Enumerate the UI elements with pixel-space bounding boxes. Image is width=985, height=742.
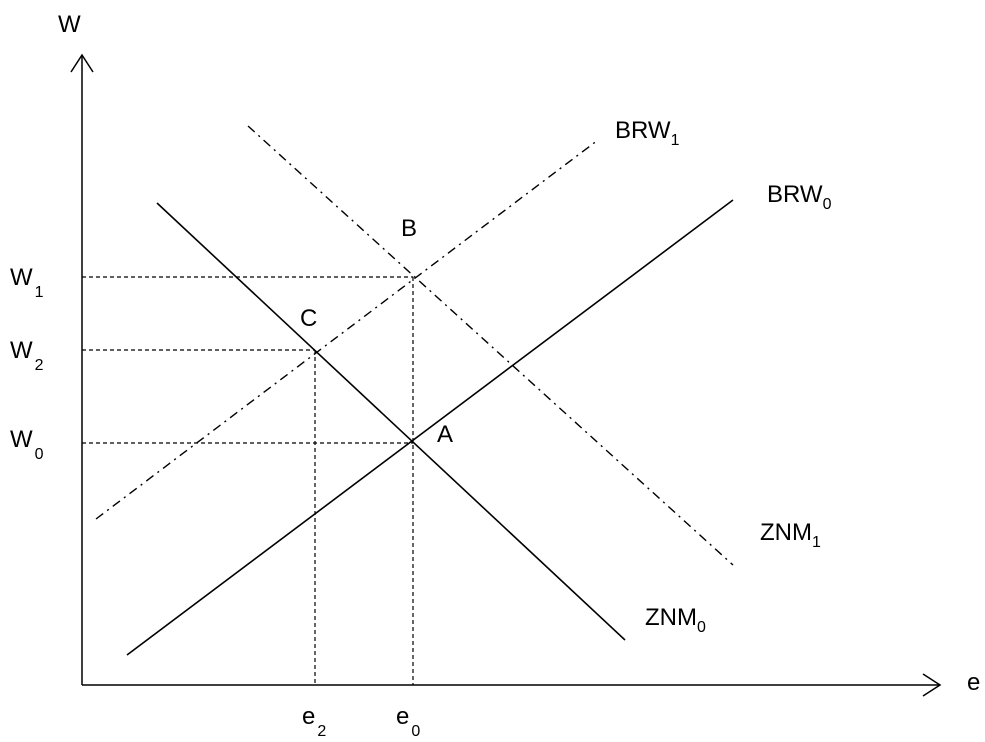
w0-tick-label: W0 bbox=[10, 426, 44, 463]
znm1-curve bbox=[247, 125, 734, 566]
y-axis-arrowhead bbox=[70, 53, 94, 73]
w1-tick-label: W1 bbox=[10, 264, 44, 301]
point-c-label: C bbox=[300, 305, 317, 332]
x-axis-arrowhead bbox=[922, 673, 942, 697]
w2-tick-label: W2 bbox=[10, 337, 44, 374]
point-a-label: A bbox=[437, 421, 453, 448]
e0-tick-label: e0 bbox=[396, 703, 420, 740]
brw0-curve bbox=[126, 199, 734, 656]
x-axis-label: e bbox=[967, 669, 980, 696]
znm1-label: ZNM1 bbox=[760, 519, 821, 551]
znm0-curve bbox=[156, 202, 626, 641]
brw1-curve bbox=[95, 139, 599, 520]
brw0-label: BRW0 bbox=[767, 181, 832, 213]
znm0-label: ZNM0 bbox=[645, 604, 706, 636]
y-axis-label: W bbox=[58, 11, 81, 38]
e2-tick-label: e2 bbox=[302, 703, 326, 740]
brw1-label: BRW1 bbox=[615, 117, 680, 149]
point-b-label: B bbox=[401, 215, 417, 242]
